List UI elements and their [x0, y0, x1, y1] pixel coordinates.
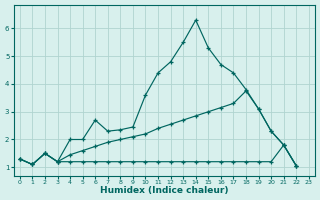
- X-axis label: Humidex (Indice chaleur): Humidex (Indice chaleur): [100, 186, 228, 195]
